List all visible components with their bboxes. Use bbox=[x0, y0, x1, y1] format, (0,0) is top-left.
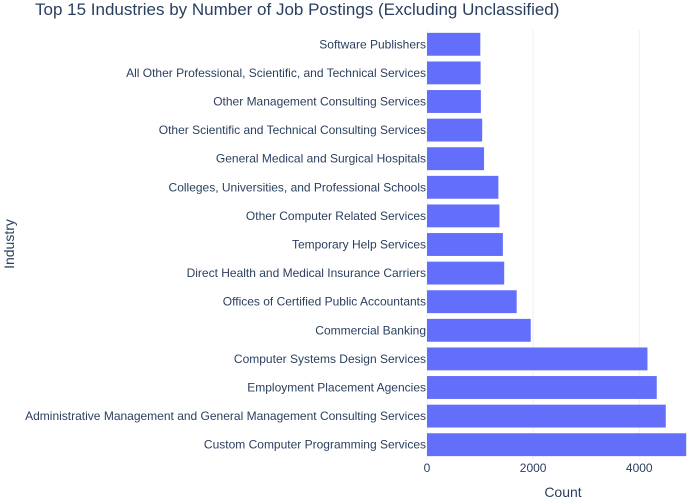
bar[interactable] bbox=[427, 347, 648, 371]
category-label: Other Scientific and Technical Consultin… bbox=[159, 123, 426, 137]
x-axis-title: Count bbox=[544, 484, 581, 500]
bar[interactable] bbox=[427, 404, 666, 428]
bar-layer bbox=[427, 32, 687, 457]
category-label: Commercial Banking bbox=[315, 323, 426, 337]
bar[interactable] bbox=[427, 290, 517, 314]
bar[interactable] bbox=[427, 376, 657, 399]
bar[interactable] bbox=[427, 175, 499, 199]
bar[interactable] bbox=[427, 118, 483, 142]
category-label: Offices of Certified Public Accountants bbox=[223, 295, 426, 309]
category-label: Colleges, Universities, and Professional… bbox=[169, 180, 426, 194]
category-label: Computer Systems Design Services bbox=[234, 352, 426, 366]
y-axis-title: Industry bbox=[1, 219, 17, 269]
category-label: Other Computer Related Services bbox=[246, 209, 426, 223]
x-tick-label: 4000 bbox=[626, 461, 653, 475]
category-label: Direct Health and Medical Insurance Carr… bbox=[187, 266, 426, 280]
bar[interactable] bbox=[427, 147, 485, 171]
category-labels: Software Publishers All Other Professiona… bbox=[25, 37, 426, 451]
category-label: General Medical and Surgical Hospitals bbox=[216, 152, 426, 166]
category-label: All Other Professional, Scientific, and … bbox=[126, 66, 426, 80]
x-tick-label: 2000 bbox=[520, 461, 547, 475]
category-label: Employment Placement Agencies bbox=[247, 381, 426, 395]
bar[interactable] bbox=[427, 261, 505, 285]
bar[interactable] bbox=[427, 61, 481, 85]
bar[interactable] bbox=[427, 318, 531, 342]
category-label: Software Publishers bbox=[319, 37, 426, 51]
bar[interactable] bbox=[427, 32, 481, 56]
bar[interactable] bbox=[427, 90, 481, 113]
category-label: Administrative Management and General Ma… bbox=[25, 409, 426, 423]
x-tick-labels: 0 2000 4000 bbox=[424, 461, 653, 475]
category-label: Other Management Consulting Services bbox=[213, 95, 426, 109]
bar[interactable] bbox=[427, 233, 503, 256]
category-label: Temporary Help Services bbox=[292, 238, 426, 252]
bar[interactable] bbox=[427, 433, 687, 457]
x-tick-label: 0 bbox=[424, 461, 431, 475]
bar[interactable] bbox=[427, 204, 500, 228]
chart-title: Top 15 Industries by Number of Job Posti… bbox=[35, 0, 559, 19]
category-label: Custom Computer Programming Services bbox=[204, 438, 426, 452]
